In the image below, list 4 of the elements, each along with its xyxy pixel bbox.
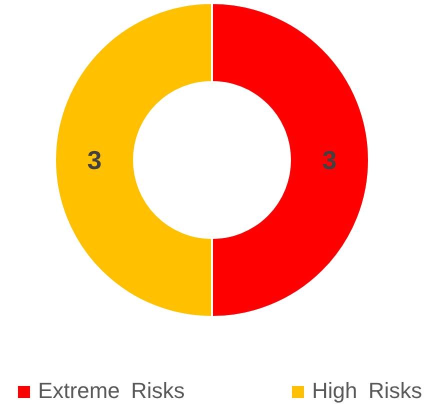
legend-label: High Risks [312,378,422,403]
legend-label: Extreme Risks [38,378,185,403]
data-label: 3 [322,145,337,175]
data-label: 3 [87,145,102,175]
